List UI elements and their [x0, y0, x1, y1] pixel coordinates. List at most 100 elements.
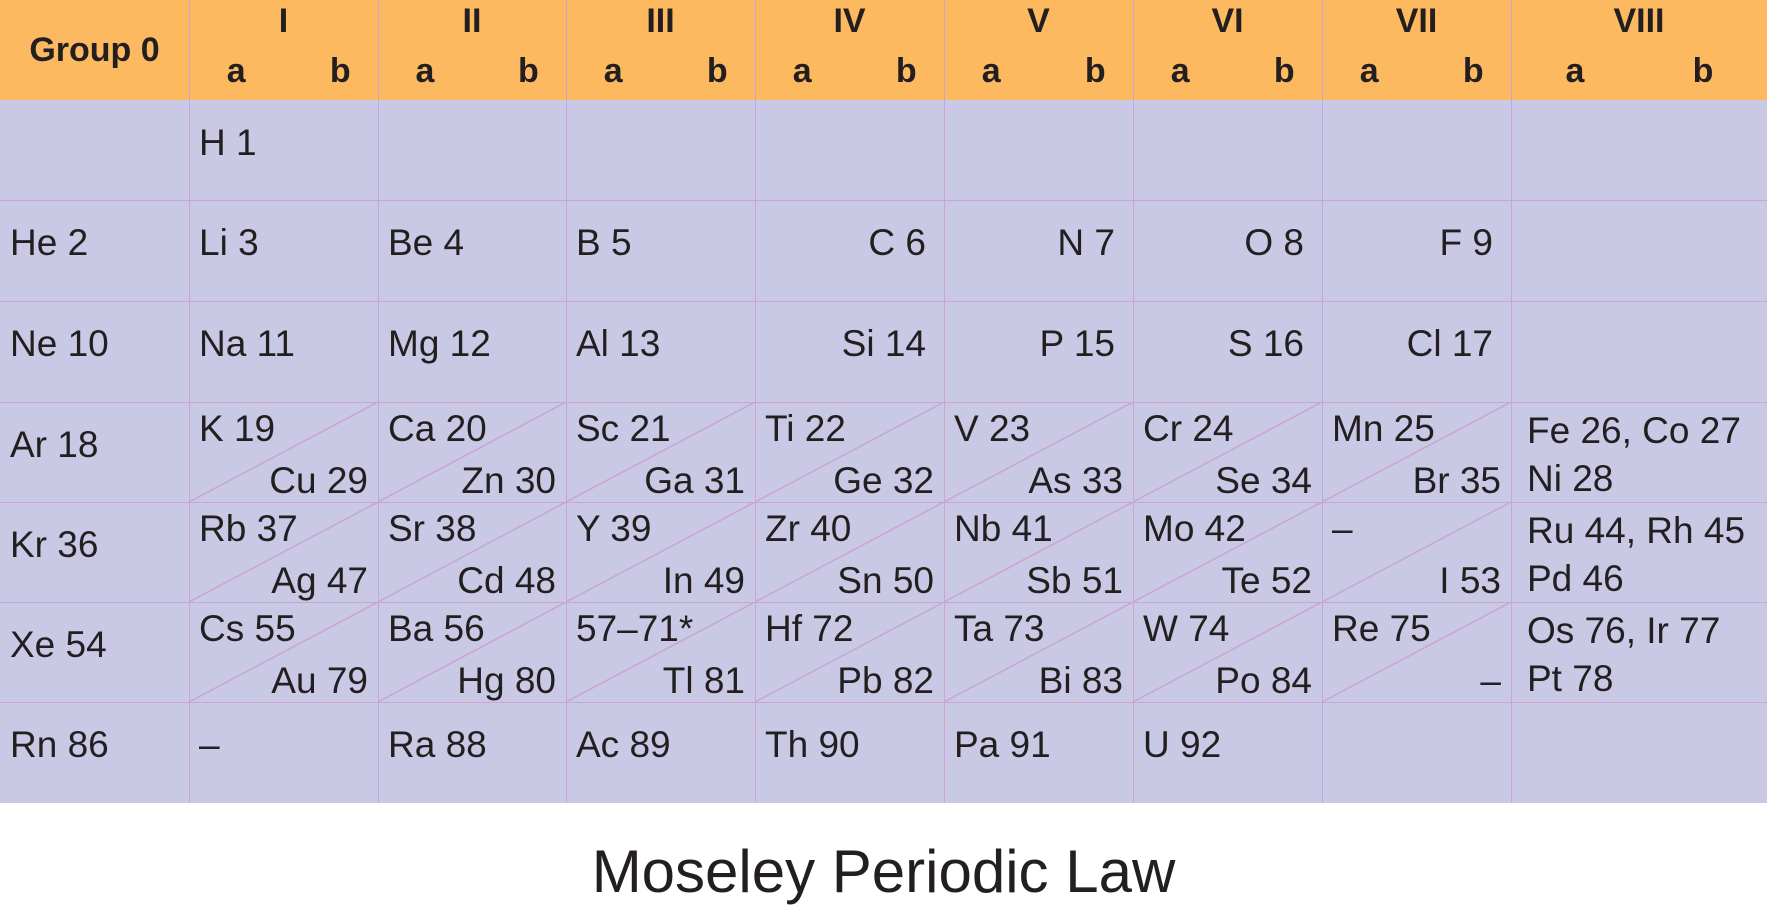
subgroup-divider-line — [944, 402, 1133, 502]
cell-split: Zr 40 Sn 50 — [755, 502, 944, 602]
subgroup-b-label: b — [895, 52, 917, 90]
grid-line-vertical — [1322, 0, 1323, 803]
element-label: He 2 — [10, 222, 89, 263]
element-label: U 92 — [1143, 724, 1222, 765]
cell-right: C 6 — [755, 200, 944, 301]
element-label: Mg 12 — [388, 323, 491, 364]
subgroup-b-label: b — [706, 52, 728, 90]
subgroup-b-element: Cd 48 — [457, 560, 556, 601]
subgroup-b-element: Sb 51 — [1026, 560, 1123, 601]
cell-empty — [1511, 200, 1767, 301]
cell-split: Ba 56 Hg 80 — [378, 602, 566, 702]
cell-split: Mo 42 Te 52 — [1133, 502, 1322, 602]
grid-line-vertical — [189, 0, 190, 803]
element-label: Ac 89 — [576, 724, 671, 765]
cell-left: Mg 12 — [378, 301, 566, 402]
subgroup-a-element: Cs 55 — [199, 608, 296, 649]
element-label: Th 90 — [765, 724, 860, 765]
element-label: C 6 — [868, 222, 926, 263]
element-label: F 9 — [1439, 222, 1493, 263]
grid-line-vertical — [378, 0, 379, 803]
group-numeral: V — [1027, 2, 1050, 40]
subgroup-divider-line — [189, 402, 378, 502]
cell-group-0: Ne 10 — [0, 301, 189, 402]
element-label: P 15 — [1039, 323, 1115, 364]
element-label: Ar 18 — [10, 424, 99, 465]
subgroup-b-element: Br 35 — [1412, 460, 1501, 501]
cell-split: Sr 38 Cd 48 — [378, 502, 566, 602]
grid-line-horizontal — [0, 301, 1767, 302]
cell-left: – — [189, 702, 378, 803]
subgroup-a-element: W 74 — [1143, 608, 1230, 649]
subgroup-b-element: I 53 — [1439, 560, 1501, 601]
cell-empty — [1511, 100, 1767, 200]
subgroup-a-element: Mo 42 — [1143, 508, 1246, 549]
figure-title: Moseley Periodic Law — [591, 838, 1176, 905]
cell-empty — [1511, 702, 1767, 803]
cell-split: Cr 24 Se 34 — [1133, 402, 1322, 502]
subgroup-b-label: b — [1273, 52, 1295, 90]
subgroup-divider-line — [944, 502, 1133, 602]
subgroup-a-element: K 19 — [199, 408, 276, 449]
subgroup-a-element: Rb 37 — [199, 508, 298, 549]
subgroup-a-element: Sc 21 — [576, 408, 671, 449]
cell-triad: Os 76, Ir 77 Pt 78 — [1511, 602, 1767, 702]
subgroup-b-element: Cu 29 — [269, 460, 368, 501]
grid-line-horizontal — [0, 502, 1767, 503]
grid-line-horizontal — [0, 602, 1767, 603]
subgroup-divider-line — [1133, 502, 1322, 602]
cell-split: W 74 Po 84 — [1133, 602, 1322, 702]
grid-line-vertical — [1133, 0, 1134, 803]
grid-line-horizontal — [0, 702, 1767, 703]
subgroup-b-label: b — [1084, 52, 1106, 90]
grid-line-horizontal — [0, 402, 1767, 403]
grid-line-vertical — [1511, 0, 1512, 803]
cell-empty — [566, 100, 755, 200]
cell-triad: Ru 44, Rh 45 Pd 46 — [1511, 502, 1767, 602]
triad-line-2: Pt 78 — [1527, 658, 1614, 699]
subgroup-b-element: Po 84 — [1215, 660, 1312, 701]
subgroup-a-label: a — [1565, 52, 1585, 90]
element-label: N 7 — [1057, 222, 1115, 263]
subgroup-b-element: Ge 32 — [833, 460, 934, 501]
subgroup-b-element: Hg 80 — [457, 660, 556, 701]
cell-split: Hf 72 Pb 82 — [755, 602, 944, 702]
element-label: H 1 — [199, 122, 257, 163]
subgroup-divider-line — [1133, 602, 1322, 702]
element-label: Ne 10 — [10, 323, 109, 364]
grid-line-horizontal — [0, 200, 1767, 201]
subgroup-b-element: Se 34 — [1215, 460, 1312, 501]
subgroup-a-element: V 23 — [954, 408, 1031, 449]
subgroup-a-element: Hf 72 — [765, 608, 854, 649]
subgroup-b-element: Ag 47 — [271, 560, 368, 601]
subgroup-divider-line — [566, 402, 755, 502]
subgroup-divider-line — [1322, 502, 1511, 602]
subgroup-b-element: Ga 31 — [644, 460, 745, 501]
subgroup-divider-line — [1322, 402, 1511, 502]
cell-left: Al 13 — [566, 301, 755, 402]
subgroup-b-element: – — [1480, 660, 1501, 701]
subgroup-a-element: – — [1332, 508, 1353, 549]
subgroup-a-element: Mn 25 — [1332, 408, 1435, 449]
cell-split: – I 53 — [1322, 502, 1511, 602]
cell-split: V 23 As 33 — [944, 402, 1133, 502]
subgroup-divider-line — [755, 402, 944, 502]
cell-group-0: Xe 54 — [0, 602, 189, 702]
cell-left: Li 3 — [189, 200, 378, 301]
cell-empty — [1511, 301, 1767, 402]
element-label: Si 14 — [841, 323, 926, 364]
cell-right: S 16 — [1133, 301, 1322, 402]
subgroup-a-element: Ba 56 — [388, 608, 485, 649]
subgroup-b-label: b — [518, 52, 539, 90]
cell-split: Ta 73 Bi 83 — [944, 602, 1133, 702]
cell-right: O 8 — [1133, 200, 1322, 301]
subgroup-divider-line — [189, 502, 378, 602]
subgroup-divider-line — [944, 602, 1133, 702]
element-label: Al 13 — [576, 323, 661, 364]
triad-line-1: Ru 44, Rh 45 — [1527, 510, 1746, 551]
subgroup-divider-line — [378, 402, 566, 502]
subgroup-b-element: Tl 81 — [662, 660, 745, 701]
subgroup-a-element: Ca 20 — [388, 408, 487, 449]
header-group-vi: VI a b — [1133, 0, 1322, 100]
